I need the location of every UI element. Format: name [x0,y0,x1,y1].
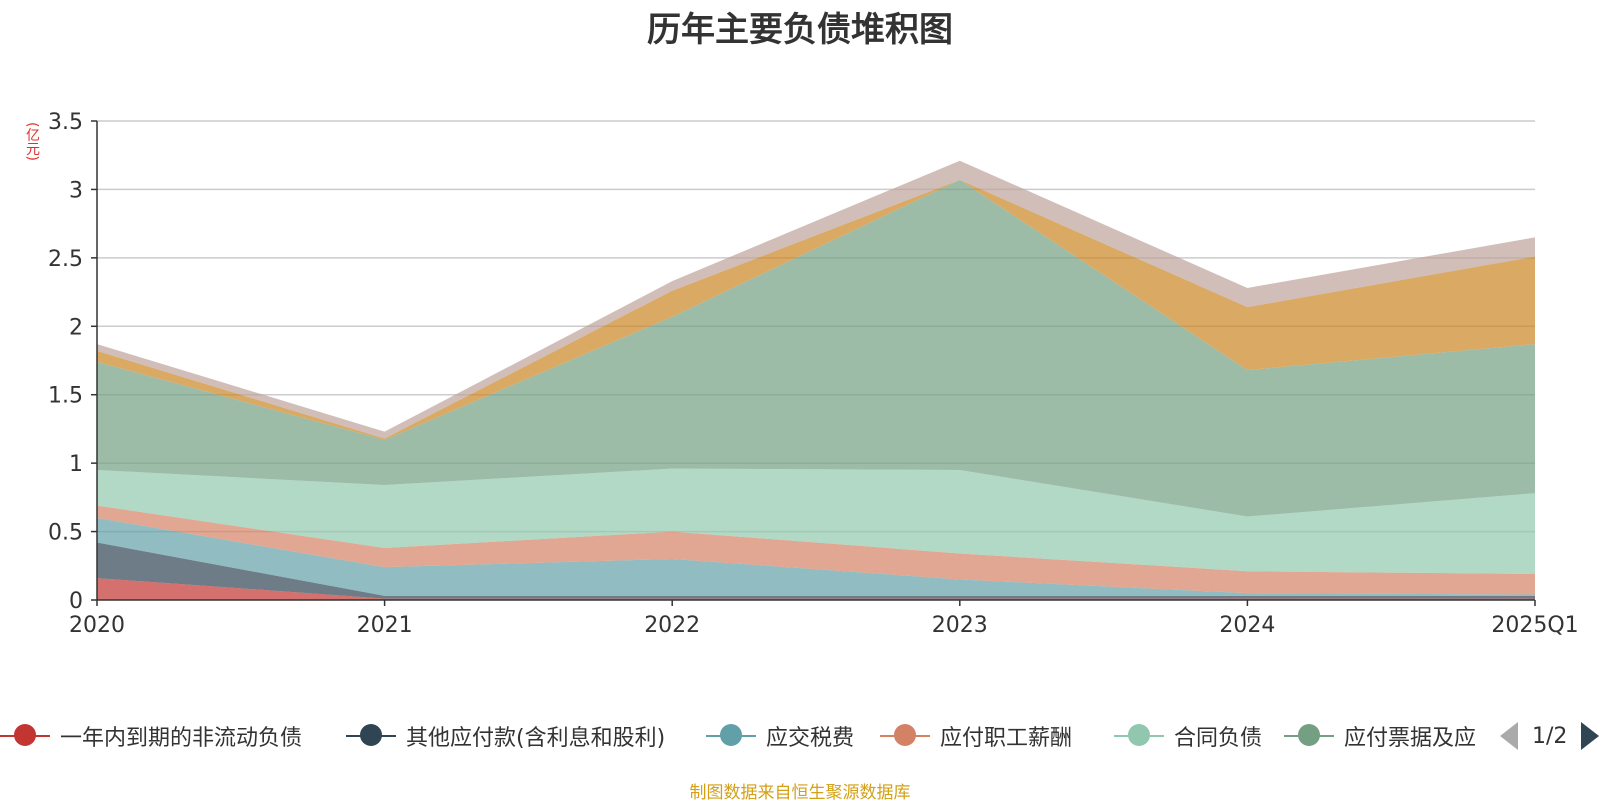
legend-dot [894,724,916,746]
legend-dot [14,724,36,746]
legend-marker-icon [1284,714,1334,758]
legend-item-2[interactable]: 应交税费 [706,714,854,758]
chart-title: 历年主要负债堆积图 [647,10,953,50]
next-page-icon[interactable] [1581,722,1600,750]
y-tick-label: 3.5 [48,110,83,135]
series-area-3 [97,505,1535,595]
legend-pager: 1/2 [1500,716,1600,756]
y-tick-label: 0.5 [48,521,83,546]
legend-label: 应付职工薪酬 [940,726,1073,751]
x-tick-label: 2022 [644,613,700,638]
legend-marker-icon [0,714,50,758]
legend-marker-icon [346,714,396,758]
y-tick-label: 3 [69,178,83,203]
series-area-2 [97,517,1535,596]
legend-dot [1128,724,1150,746]
axes: 0 0.5 1 1.5 2 2.5 3 3.5 2020 2021 2022 2023 2024 2025… [48,110,1579,638]
y-tick-label: 2.5 [48,247,83,272]
series-area-6 [97,179,1535,440]
legend-dot [720,724,742,746]
x-tick-label: 2024 [1219,613,1275,638]
legend-item-0[interactable]: 一年内到期的非流动负债 [0,714,302,758]
data-source-note: 制图数据来自恒生聚源数据库 [689,783,911,803]
legend-item-4[interactable]: 合同负债 [1114,714,1262,758]
x-tick-label: 2020 [69,613,125,638]
legend-dot [1298,724,1320,746]
legend-item-5[interactable]: 应付票据及应 [1284,714,1476,758]
legend-marker-icon [706,714,756,758]
legend-dot [360,724,382,746]
x-tick-label: 2021 [357,613,413,638]
legend-marker-icon [1114,714,1164,758]
chart-area: 0 0.5 1 1.5 2 2.5 3 3.5 2020 2021 2022 2023 2024 2025… [48,110,1579,638]
y-tick-label: 0 [69,589,83,614]
y-axis-unit: (亿元) [24,122,40,161]
series-area-4 [97,468,1535,574]
legend-label: 应付票据及应 [1344,726,1477,751]
x-tick-label: 2025Q1 [1491,613,1578,638]
legend-label: 一年内到期的非流动负债 [60,726,303,751]
legend-page-indicator: 1/2 [1532,723,1568,749]
series-area-5 [97,179,1535,517]
legend: 一年内到期的非流动负债 其他应付款(含利息和股利) 应交税费 应付职工薪酬 合同… [0,714,1600,758]
y-tick-label: 2 [69,315,83,340]
legend-label: 合同负债 [1174,726,1263,751]
series-area-7 [97,160,1535,439]
legend-marker-icon [880,714,930,758]
y-tick-label: 1 [69,452,83,477]
legend-label: 其他应付款(含利息和股利) [406,726,666,751]
x-tick-label: 2023 [932,613,988,638]
legend-label: 应交税费 [766,726,855,751]
prev-page-icon[interactable] [1500,722,1518,750]
series-area-0 [97,578,1535,600]
series-areas [97,160,1535,600]
legend-item-1[interactable]: 其他应付款(含利息和股利) [346,714,665,758]
legend-item-3[interactable]: 应付职工薪酬 [880,714,1072,758]
y-tick-label: 1.5 [48,384,83,409]
